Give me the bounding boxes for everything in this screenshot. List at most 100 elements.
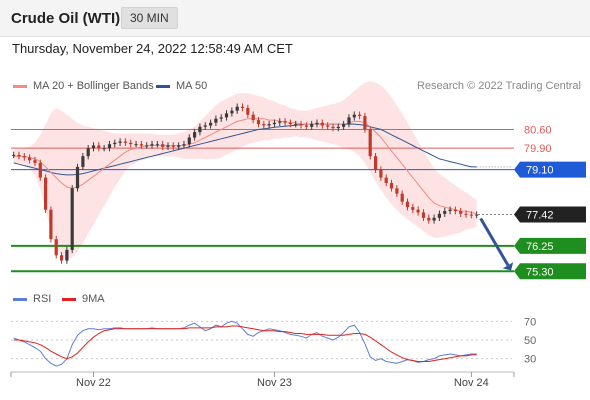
candle-body bbox=[374, 156, 378, 170]
candle-body bbox=[38, 162, 42, 178]
candle-body bbox=[193, 132, 197, 138]
level-label-79.10: 79.10 bbox=[526, 165, 554, 177]
candle-body bbox=[256, 120, 261, 125]
ma9-swatch bbox=[62, 297, 76, 301]
candle-body bbox=[315, 122, 319, 125]
level-tag-79.10 bbox=[514, 161, 586, 178]
candle-body bbox=[33, 160, 37, 163]
candle-body bbox=[182, 144, 186, 146]
rsi-line bbox=[13, 320, 477, 367]
candle-body bbox=[139, 144, 143, 146]
candle-body bbox=[150, 144, 154, 146]
candle-body bbox=[427, 217, 431, 221]
rsi-tick-70: 70 bbox=[524, 316, 536, 328]
x-tick-label: Nov 22 bbox=[76, 377, 111, 389]
rsi-label: RSI bbox=[33, 293, 52, 305]
level-label-80.60: 80.60 bbox=[524, 124, 552, 136]
level-tag-75.30 bbox=[514, 263, 586, 280]
candle-body bbox=[86, 148, 90, 157]
candle-body bbox=[352, 114, 356, 118]
candle-body bbox=[251, 114, 255, 121]
candle-body bbox=[400, 193, 404, 202]
legend-9ma: 9MA bbox=[62, 293, 105, 305]
candle-body bbox=[405, 201, 410, 208]
level-label-75.30: 75.30 bbox=[526, 266, 554, 278]
candle-body bbox=[145, 145, 149, 147]
timeframe-button[interactable]: 30 MIN bbox=[121, 7, 178, 29]
candle-body bbox=[171, 145, 175, 147]
candle-body bbox=[475, 214, 479, 216]
candle-body bbox=[12, 154, 16, 156]
ma50-line bbox=[13, 123, 477, 176]
candle-body bbox=[246, 108, 250, 115]
candle-body bbox=[54, 239, 58, 256]
candle-body bbox=[155, 144, 159, 146]
candle-body bbox=[459, 211, 463, 214]
candle-body bbox=[65, 249, 69, 261]
candle-body bbox=[91, 145, 96, 149]
candle-body bbox=[368, 129, 372, 157]
candle-body bbox=[230, 110, 234, 114]
candle-body bbox=[421, 212, 426, 218]
candle-body bbox=[161, 144, 165, 147]
candle-body bbox=[97, 145, 101, 149]
candle-body bbox=[389, 183, 394, 189]
candle-body bbox=[129, 142, 133, 145]
candle-body bbox=[113, 142, 117, 145]
candle-body bbox=[209, 122, 213, 126]
candle-body bbox=[288, 122, 292, 125]
level-label-79.90: 79.90 bbox=[524, 143, 552, 155]
candle-body bbox=[219, 117, 223, 119]
candle-body bbox=[395, 188, 399, 194]
candle-body bbox=[469, 214, 473, 216]
candle-body bbox=[453, 209, 457, 211]
candle-body bbox=[379, 169, 383, 178]
candle-body bbox=[283, 121, 287, 123]
candle-body bbox=[331, 126, 335, 129]
candle-body bbox=[134, 144, 138, 146]
rsi-swatch bbox=[13, 297, 27, 301]
candle-body bbox=[272, 122, 276, 125]
chart-datetime: Thursday, November 24, 2022 12:58:49 AM … bbox=[12, 41, 293, 56]
x-tick-label: Nov 23 bbox=[257, 377, 292, 389]
candle-body bbox=[203, 125, 207, 127]
candle-body bbox=[22, 156, 26, 158]
instrument-title: Crude Oil (WTI) bbox=[11, 10, 121, 27]
level-label-76.25: 76.25 bbox=[526, 241, 554, 253]
candle-body bbox=[235, 106, 239, 111]
bollinger-band bbox=[13, 81, 477, 260]
candle-body bbox=[326, 125, 330, 127]
level-label-77.42: 77.42 bbox=[526, 210, 554, 222]
candle-body bbox=[198, 126, 202, 133]
candle-body bbox=[267, 124, 271, 126]
candle-body bbox=[224, 113, 229, 118]
legend-rsi: RSI bbox=[13, 293, 51, 305]
candle-body bbox=[416, 209, 420, 213]
rsi-ma9-line bbox=[13, 325, 477, 362]
candle-body bbox=[187, 137, 191, 145]
candle-body bbox=[384, 177, 388, 183]
candle-body bbox=[70, 188, 74, 250]
candle-body bbox=[123, 141, 127, 143]
candle-body bbox=[118, 141, 122, 143]
candle-body bbox=[336, 126, 340, 129]
ma20-line bbox=[13, 118, 477, 215]
candle-body bbox=[347, 117, 351, 125]
legend-bollinger: MA 20 + Bollinger Bands bbox=[13, 80, 154, 92]
candle-body bbox=[320, 122, 324, 126]
candle-body bbox=[81, 156, 85, 167]
forecast-arrow-head bbox=[502, 262, 514, 271]
candle-body bbox=[464, 213, 468, 215]
rsi-tick-50: 50 bbox=[524, 335, 536, 347]
bollinger-swatch bbox=[13, 84, 27, 88]
bollinger-label: MA 20 + Bollinger Bands bbox=[33, 80, 154, 93]
candle-body bbox=[443, 211, 447, 214]
candle-body bbox=[177, 145, 181, 147]
candle-body bbox=[44, 177, 48, 210]
ma9-label: 9MA bbox=[82, 293, 105, 305]
candle-body bbox=[214, 118, 218, 123]
candle-body bbox=[304, 125, 308, 127]
candle-body bbox=[310, 124, 314, 127]
candle-body bbox=[75, 166, 80, 189]
